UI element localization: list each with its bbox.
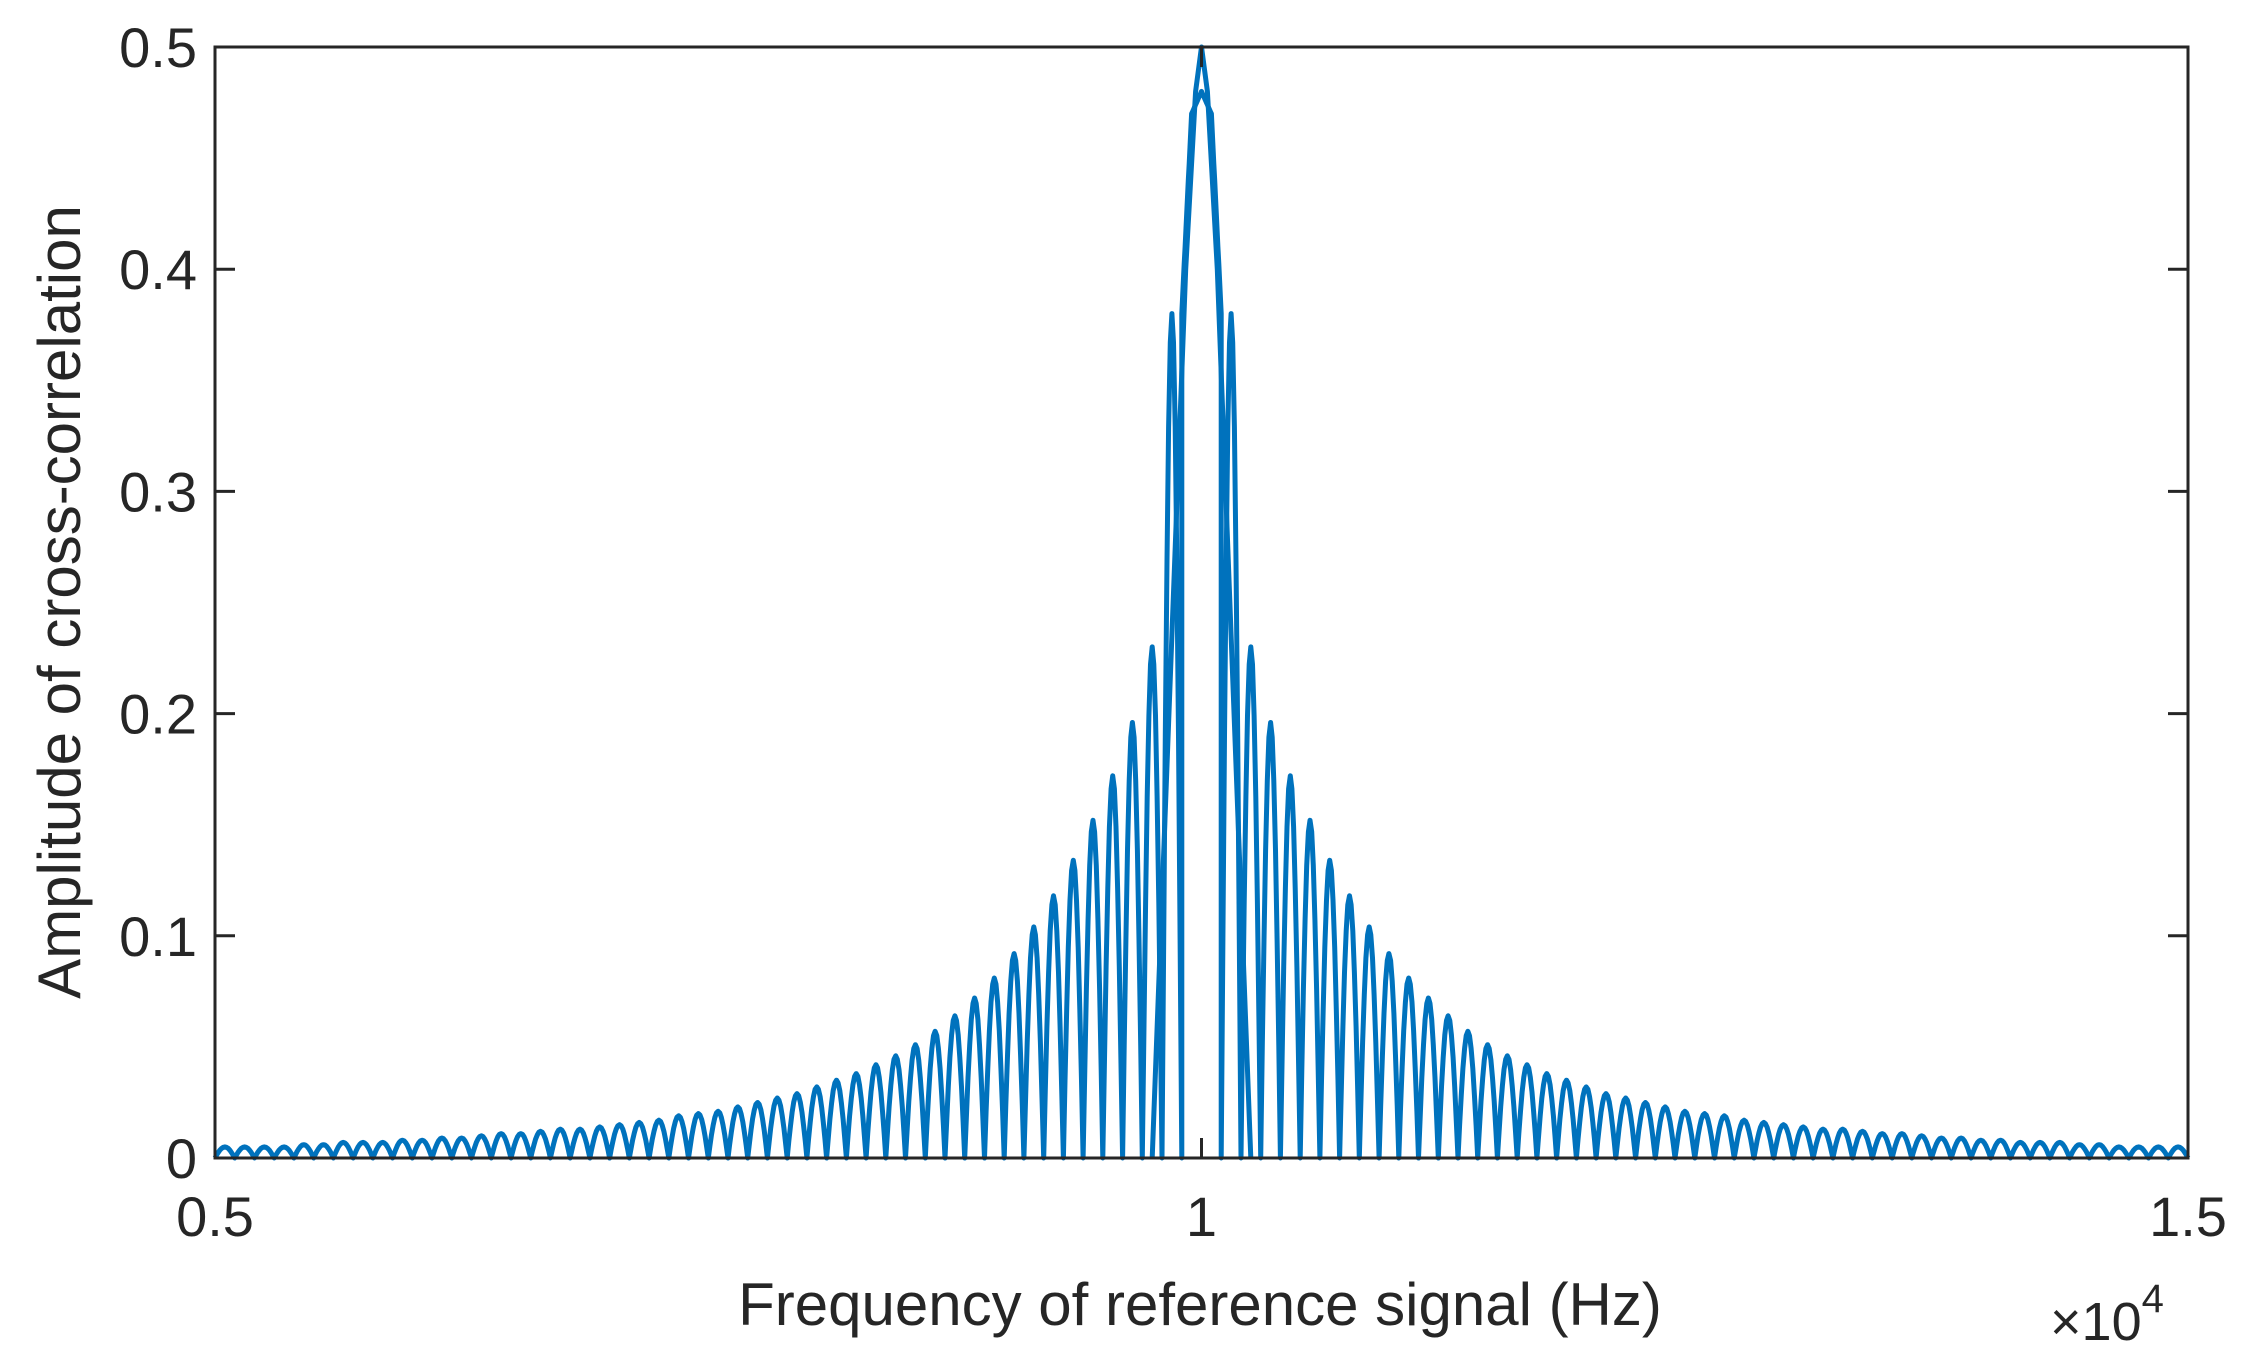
x-tick-label: 0.5 [176, 1185, 254, 1248]
x-axis-exponent-label: ×104 [2050, 1277, 2164, 1352]
y-axis-label: Amplitude of cross-correlation [26, 205, 93, 999]
ticks-layer: 0.5 1 1.5 0 0.1 0.2 0.3 0.4 0.5 [119, 16, 2227, 1248]
y-tick-label: 0.1 [119, 905, 197, 968]
y-tick-label: 0.3 [119, 460, 197, 523]
x-axis-label: Frequency of reference signal (Hz) [738, 1271, 1662, 1338]
y-tick-label: 0.5 [119, 16, 197, 79]
x-tick-label: 1.5 [2149, 1185, 2227, 1248]
x-exponent-prefix: ×10 [2050, 1292, 2142, 1352]
y-tick-label: 0.2 [119, 683, 197, 746]
y-tick-label: 0.4 [119, 238, 197, 301]
y-tick-label: 0 [166, 1127, 197, 1190]
x-exponent-power: 4 [2142, 1277, 2164, 1321]
x-tick-label: 1 [1186, 1185, 1217, 1248]
series-line [212, 88, 2191, 1161]
